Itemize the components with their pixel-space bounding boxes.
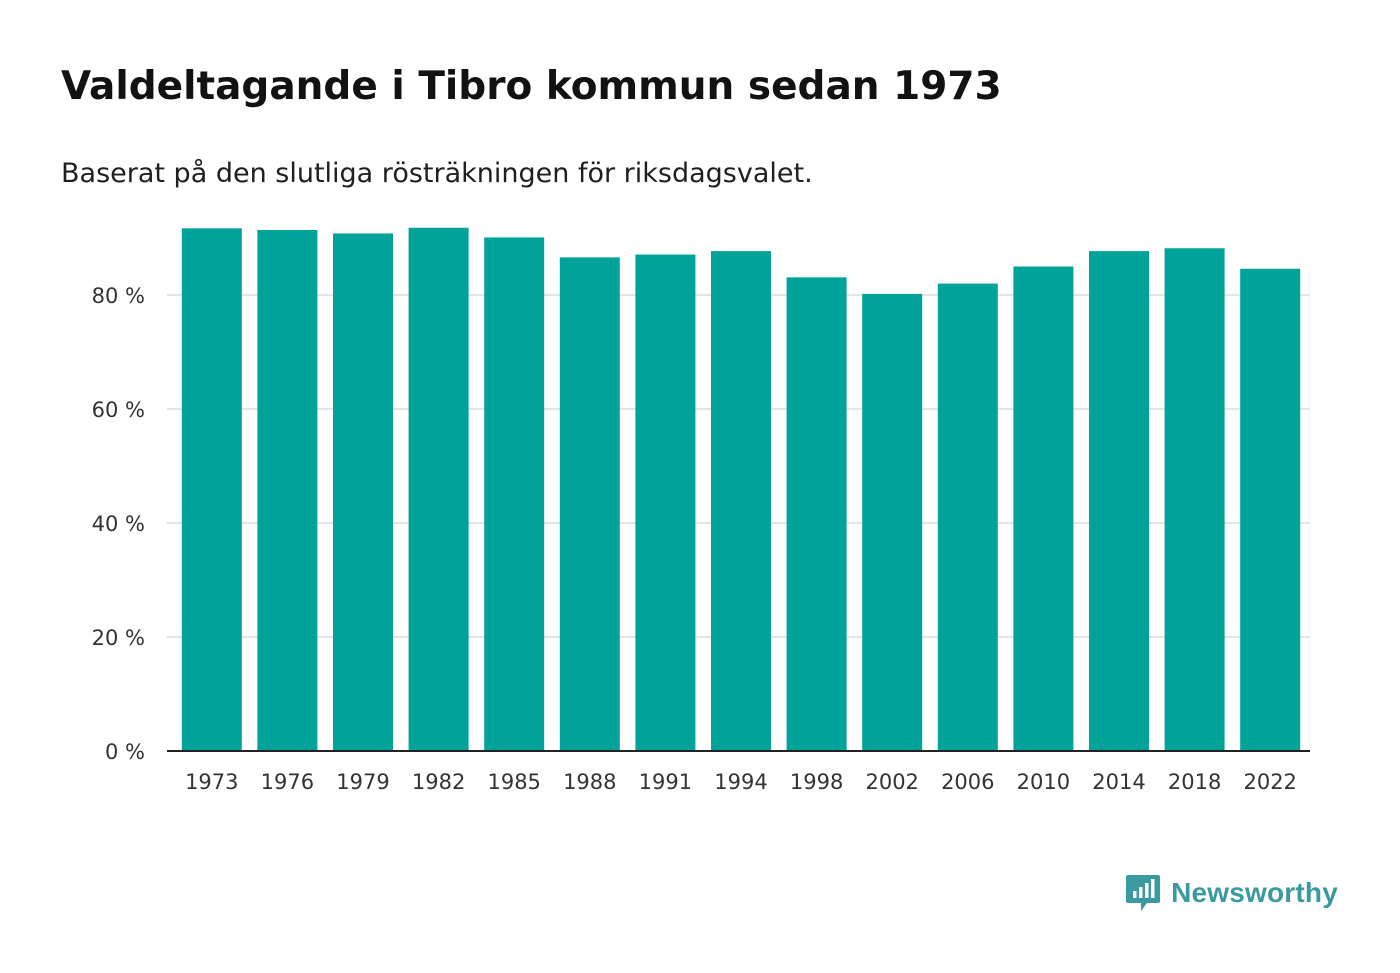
x-tick-label: 1976: [261, 770, 314, 794]
bar-2022: [1240, 268, 1301, 751]
x-tick-label: 1979: [336, 770, 389, 794]
bar-1976: [257, 230, 318, 751]
bar-1991: [635, 254, 696, 751]
x-tick-label: 2014: [1092, 770, 1145, 794]
bar-2002: [862, 293, 923, 751]
y-tick-label: 80 %: [92, 284, 145, 308]
bar-2010: [1013, 266, 1074, 751]
x-tick-label: 1994: [714, 770, 767, 794]
bars: [181, 227, 1301, 752]
x-tick-label: 2018: [1168, 770, 1221, 794]
x-tick-label: 2010: [1017, 770, 1070, 794]
bar-1994: [711, 251, 771, 752]
x-tick-label: 1988: [563, 770, 616, 794]
bar-2006: [937, 283, 998, 751]
bar-2018: [1164, 248, 1225, 751]
bar-2014: [1089, 251, 1149, 752]
y-tick-label: 60 %: [92, 398, 145, 422]
bar-1982: [408, 227, 469, 752]
x-tick-label: 2006: [941, 770, 994, 794]
x-axis-ticks: 1973 1976 1979 1982 1985 1988 1991 1994 1998 2002…: [185, 770, 1297, 794]
x-tick-label: 2022: [1243, 770, 1296, 794]
bar-1985: [484, 237, 545, 751]
x-tick-label: 1973: [185, 770, 238, 794]
x-tick-label: 1998: [790, 770, 843, 794]
y-tick-label: 40 %: [92, 512, 145, 536]
bar-1979: [333, 233, 393, 751]
x-tick-label: 1982: [412, 770, 465, 794]
x-tick-label: 1985: [487, 770, 540, 794]
bar-1988: [559, 257, 620, 751]
bar-1998: [786, 277, 847, 751]
bar-1973: [181, 228, 242, 751]
brand-name: Newsworthy: [1171, 877, 1338, 908]
y-tick-label: 0 %: [105, 740, 145, 764]
y-tick-label: 20 %: [92, 626, 145, 650]
chart-subtitle: Baserat på den slutliga rösträkningen fö…: [61, 158, 813, 189]
newsworthy-logo-icon: [1126, 875, 1161, 911]
chart-title: Valdeltagande i Tibro kommun sedan 1973: [61, 64, 1002, 109]
y-axis-ticks: 0 % 20 % 40 % 60 % 80 %: [92, 284, 145, 764]
x-tick-label: 1991: [639, 770, 692, 794]
newsworthy-brand: Newsworthy: [1125, 870, 1338, 916]
x-tick-label: 2002: [865, 770, 918, 794]
